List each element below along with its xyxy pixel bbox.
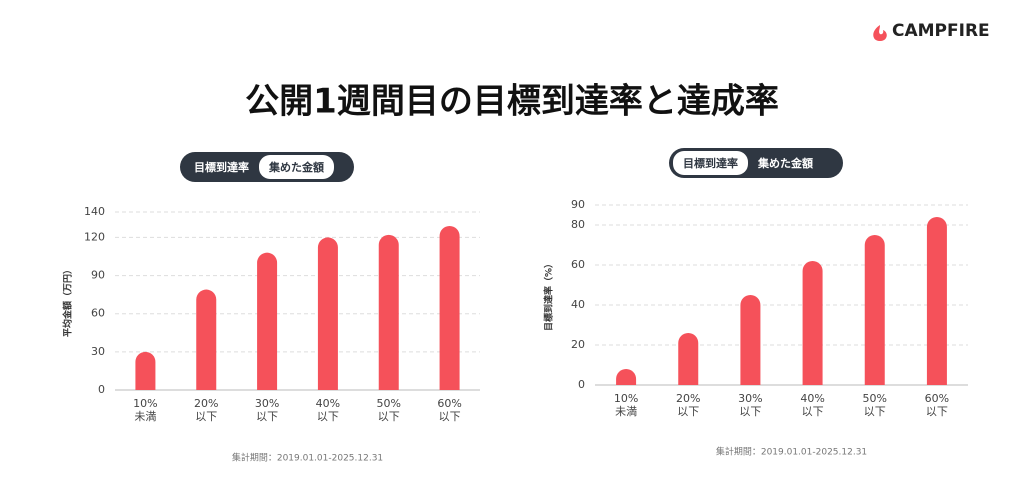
- y-tick-label: 140: [84, 205, 105, 218]
- y-tick-label: 90: [91, 269, 105, 282]
- bar: [135, 351, 156, 390]
- y-tick-label: 20: [571, 338, 585, 351]
- note: 集計期間：2019.01.01-2025.12.31: [232, 452, 383, 464]
- bar: [678, 333, 699, 385]
- x-tick-label: 20% 以下: [676, 392, 701, 418]
- y-tick-label: 0: [98, 383, 105, 396]
- toggle-option[interactable]: 目標到達率: [673, 151, 748, 175]
- y-tick-label: 60: [571, 258, 585, 271]
- toggle-option[interactable]: 集めた金額: [259, 155, 334, 179]
- bar: [802, 261, 823, 385]
- x-tick-label: 60% 以下: [924, 392, 950, 418]
- y-tick-label: 80: [571, 218, 585, 231]
- x-tick-label: 20% 以下: [194, 397, 219, 423]
- x-tick-label: 30% 以下: [738, 392, 763, 418]
- x-tick-label: 40% 以下: [800, 392, 825, 418]
- logo-icon: [873, 25, 887, 41]
- bar: [616, 369, 637, 385]
- bar: [196, 289, 217, 390]
- y-tick-label: 120: [84, 230, 105, 243]
- bar: [317, 237, 338, 390]
- bar: [378, 234, 399, 390]
- bar: [257, 252, 278, 390]
- toggle: 目標到達率 集めた金額: [669, 148, 843, 178]
- toggle-option[interactable]: 集めた金額: [758, 157, 813, 170]
- bar: [864, 235, 885, 385]
- toggle-option[interactable]: 目標到達率: [194, 161, 249, 174]
- y-tick-label: 0: [578, 378, 585, 391]
- x-tick-label: 60% 以下: [437, 397, 462, 423]
- x-tick-label: 30% 以下: [254, 397, 280, 423]
- x-tick-label: 50% 以下: [376, 397, 401, 423]
- bar: [740, 295, 761, 385]
- y-axis-label: 目標到達率（%）: [543, 259, 555, 331]
- x-tick-label: 10% 未満: [133, 397, 158, 423]
- y-tick-label: 90: [571, 198, 585, 211]
- y-axis-label: 平均金額（万円）: [62, 265, 74, 337]
- y-tick-label: 30: [91, 345, 105, 358]
- x-tick-label: 50% 以下: [862, 392, 887, 418]
- x-tick-label: 40% 以下: [315, 397, 341, 423]
- page-title: 公開1週間目の目標到達率と達成率: [245, 82, 779, 122]
- bar: [439, 225, 460, 390]
- toggle: 目標到達率 集めた金額: [180, 152, 354, 182]
- note: 集計期間：2019.01.01-2025.12.31: [716, 446, 867, 458]
- x-tick-label: 10% 未満: [613, 392, 639, 418]
- y-tick-label: 40: [571, 298, 585, 311]
- y-tick-label: 60: [91, 307, 105, 320]
- logo: CAMPFIRE: [892, 21, 990, 41]
- bar: [926, 217, 947, 385]
